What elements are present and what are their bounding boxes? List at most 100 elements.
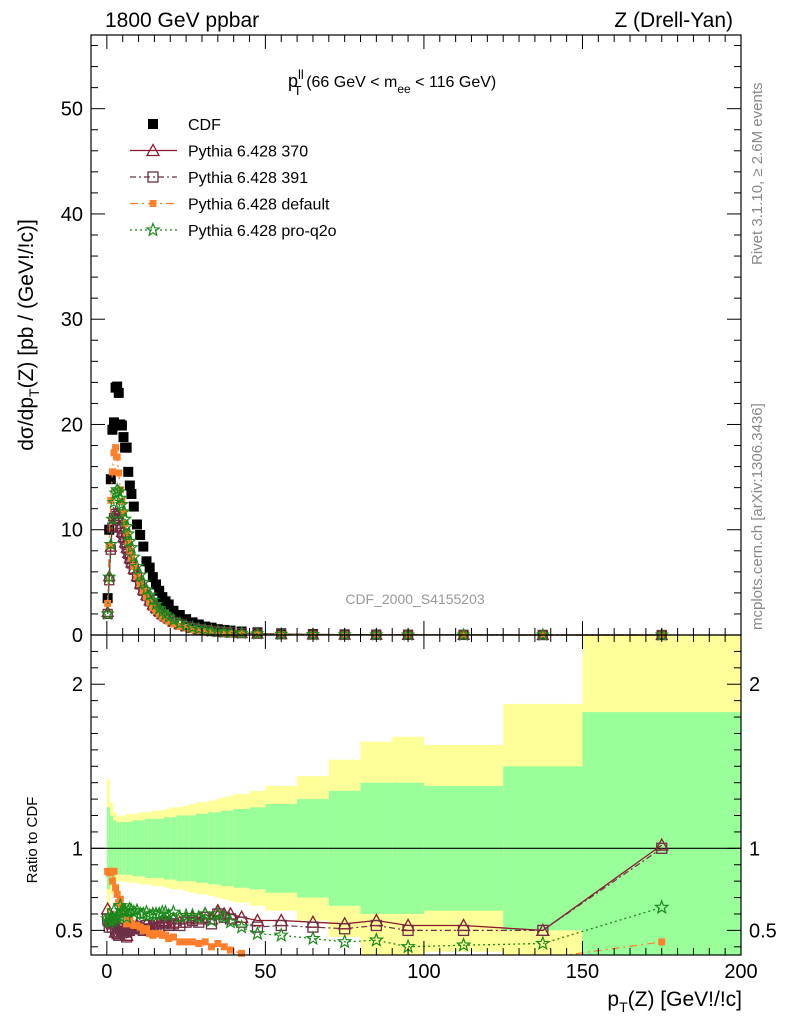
data-point: [138, 541, 149, 552]
data-point: [654, 837, 669, 851]
data-point: [339, 923, 351, 935]
data-point: [120, 509, 127, 517]
data-point: [154, 585, 165, 596]
data-point: [220, 629, 228, 637]
ratio-panel-marks: [99, 837, 670, 957]
data-point: [107, 424, 118, 435]
data-point: [368, 932, 385, 947]
data-point: [198, 622, 213, 637]
data-point: [238, 949, 246, 957]
data-point: [122, 533, 137, 548]
data-point: [190, 909, 207, 924]
data-point: [136, 574, 151, 589]
data-point: [115, 469, 123, 477]
data-point: [113, 890, 121, 898]
data-point: [112, 884, 120, 892]
ratio-series-3: [99, 897, 670, 954]
data-point: [112, 381, 123, 392]
data-point: [184, 907, 201, 923]
mcplots-label: mcplots.cern.ch [arXiv:1306.3436]: [749, 403, 766, 630]
data-point: [167, 918, 180, 930]
data-point: [656, 842, 668, 854]
data-point: [108, 877, 116, 885]
data-point: [139, 582, 154, 596]
y-tick-label: 20: [61, 414, 83, 436]
data-point: [205, 918, 218, 930]
data-point: [534, 935, 551, 951]
data-point: [251, 921, 264, 933]
data-point: [220, 943, 228, 951]
data-point: [188, 938, 196, 946]
data-point: [135, 530, 146, 540]
data-point: [207, 943, 215, 951]
main-y-axis-label: dσ/dpT(Z) [pb / (GeV!/!c)]: [15, 219, 42, 451]
data-point: [144, 562, 155, 573]
data-point: [112, 444, 120, 452]
ratio-uncertainty-bands: [91, 635, 741, 955]
data-point: [165, 617, 173, 625]
data-point: [209, 905, 226, 921]
data-point: [105, 474, 116, 485]
data-point: [185, 620, 200, 634]
data-point: [370, 919, 383, 932]
data-point: [142, 587, 157, 602]
legend-label: Pythia 6.428 pro-q2o: [188, 223, 337, 240]
data-point: [105, 511, 120, 526]
data-point: [166, 612, 181, 627]
data-point: [113, 453, 121, 461]
data-point: [142, 925, 150, 933]
data-point: [169, 620, 177, 628]
data-point: [191, 621, 206, 635]
legend-label: Pythia 6.428 370: [188, 144, 308, 161]
data-point: [250, 626, 265, 640]
data-point: [180, 916, 192, 928]
data-point: [102, 569, 117, 584]
data-point: [124, 540, 139, 554]
data-point: [116, 504, 131, 518]
legend-label: Pythia 6.428 default: [188, 197, 330, 214]
ratio-y-axis-label: Ratio to CDF: [24, 797, 41, 884]
data-point: [148, 119, 158, 129]
data-point: [149, 200, 157, 207]
data-point: [116, 420, 127, 431]
data-point: [174, 610, 185, 620]
data-point: [227, 946, 235, 954]
data-point: [123, 529, 131, 537]
data-point: [658, 938, 666, 946]
data-point: [336, 933, 353, 949]
data-point: [136, 579, 144, 587]
data-point: [103, 536, 119, 551]
data-point: [214, 940, 222, 948]
legend-entry: Pythia 6.428 370: [130, 143, 308, 161]
data-point: [113, 490, 128, 505]
plot-title: pll T (66 GeV < mee < 116 GeV): [288, 67, 496, 98]
watermark: CDF_2000_S4155203: [345, 591, 485, 607]
data-point: [201, 627, 209, 635]
data-point: [118, 432, 129, 443]
y-tick-label: 30: [61, 309, 83, 331]
data-point: [201, 938, 209, 946]
data-point: [110, 482, 125, 496]
series-3: [104, 444, 666, 639]
data-point: [124, 538, 132, 546]
data-point: [195, 940, 203, 948]
data-point: [129, 902, 145, 918]
data-point: [535, 627, 551, 642]
x-axis-label: pT(Z) [GeV!/!c]: [607, 988, 742, 1015]
data-point: [108, 417, 119, 428]
data-point: [234, 625, 249, 640]
data-point: [168, 605, 179, 616]
data-point: [121, 442, 132, 453]
data-point: [169, 933, 177, 941]
data-point: [456, 627, 471, 642]
data-point: [402, 924, 414, 937]
y-tick-label: 0: [72, 625, 83, 647]
x-tick-label: 0: [101, 961, 112, 983]
x-tick-label: 200: [724, 961, 757, 983]
data-point: [126, 549, 141, 564]
legend-label: Pythia 6.428 391: [188, 170, 308, 187]
green-band: [582, 712, 741, 955]
data-point: [104, 575, 115, 586]
data-point: [305, 930, 321, 946]
